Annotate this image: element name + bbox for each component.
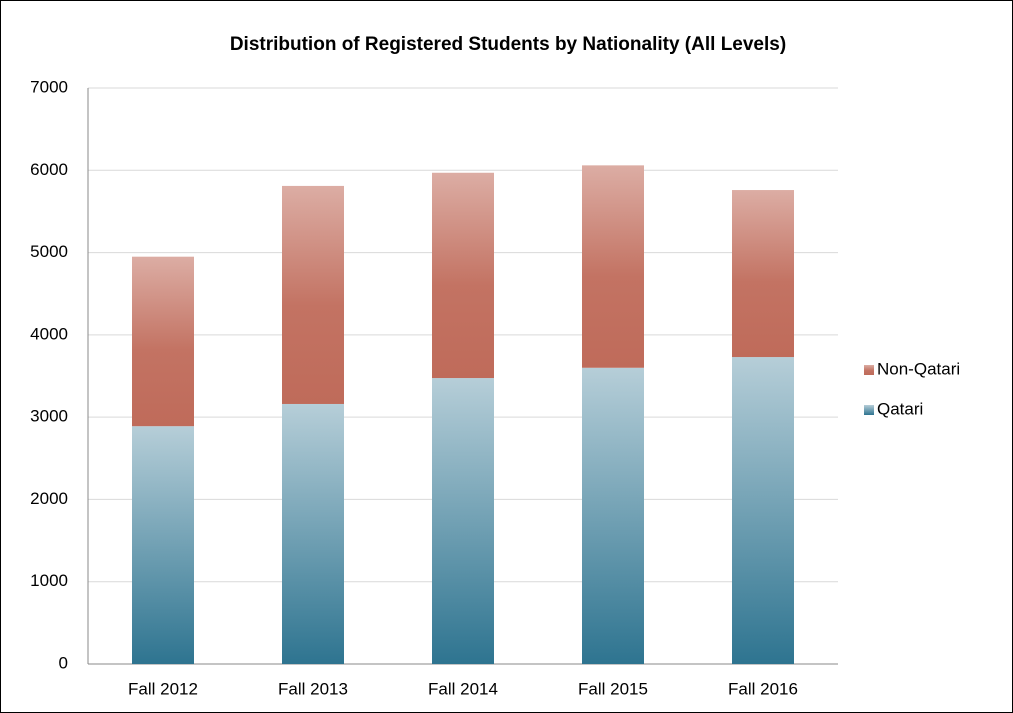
x-tick-label: Fall 2012 (128, 679, 198, 698)
chart-title: Distribution of Registered Students by N… (230, 34, 786, 55)
bar-segment (132, 426, 194, 664)
bar-segment (282, 403, 344, 664)
y-tick-label: 2000 (30, 489, 68, 508)
x-tick-label: Fall 2015 (578, 679, 648, 698)
y-tick-label: 1000 (30, 571, 68, 590)
legend-swatch (864, 365, 874, 375)
y-tick-label: 7000 (30, 77, 68, 96)
y-tick-label: 5000 (30, 242, 68, 261)
bar-segment (432, 172, 494, 379)
bar-segment (732, 190, 794, 358)
x-tick-label: Fall 2014 (428, 679, 498, 698)
x-tick-label: Fall 2016 (728, 679, 798, 698)
bar-segment (732, 357, 794, 664)
y-tick-label: 6000 (30, 160, 68, 179)
legend-label: Qatari (877, 399, 923, 418)
legend-swatch (864, 405, 874, 415)
x-tick-label: Fall 2013 (278, 679, 348, 698)
bar-segment (582, 165, 644, 368)
bar-segment (282, 185, 344, 404)
legend-label: Non-Qatari (877, 359, 960, 378)
bar-segment (132, 256, 194, 427)
bar-segment (582, 367, 644, 664)
y-tick-label: 3000 (30, 407, 68, 426)
bar-segment (432, 378, 494, 664)
y-tick-label: 4000 (30, 324, 68, 343)
y-tick-label: 0 (59, 653, 68, 672)
